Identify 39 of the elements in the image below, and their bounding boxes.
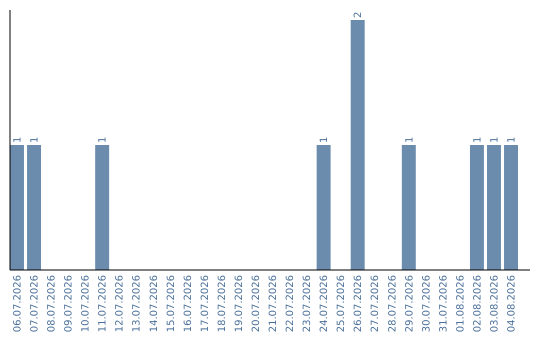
x-tick-label: 18.07.2026 xyxy=(216,275,228,332)
x-tick-label: 20.07.2026 xyxy=(250,275,262,332)
x-tick-label: 06.07.2026 xyxy=(12,275,24,332)
x-tick-label: 16.07.2026 xyxy=(182,275,194,332)
x-tick-label: 22.07.2026 xyxy=(285,275,296,332)
x-tick-label: 26.07.2026 xyxy=(353,275,364,332)
data-label: 1 xyxy=(319,136,330,143)
data-label: 1 xyxy=(472,136,484,143)
x-tick-label: 19.07.2026 xyxy=(234,275,245,332)
x-tick-label: 08.07.2026 xyxy=(46,275,58,332)
x-tick-label: 17.07.2026 xyxy=(200,275,211,332)
x-tick-label: 01.08.2026 xyxy=(455,275,466,332)
x-tick-label: 02.08.2026 xyxy=(472,275,484,332)
x-tick-label: 09.07.2026 xyxy=(64,275,75,332)
x-tick-label: 04.08.2026 xyxy=(506,275,518,332)
x-tick-label: 28.07.2026 xyxy=(387,275,398,332)
data-label: 1 xyxy=(12,136,24,143)
data-label: 1 xyxy=(30,136,41,143)
data-label: 1 xyxy=(98,136,109,143)
x-tick-label: 25.07.2026 xyxy=(336,275,348,332)
x-tick-label: 31.07.2026 xyxy=(438,275,450,332)
x-tick-label: 07.07.2026 xyxy=(30,275,41,332)
data-label: 1 xyxy=(506,136,518,143)
x-tick-label: 12.07.2026 xyxy=(114,275,126,332)
x-tick-label: 10.07.2026 xyxy=(80,275,92,332)
x-tick-label: 30.07.2026 xyxy=(421,275,432,332)
x-tick-label: 23.07.2026 xyxy=(302,275,314,332)
x-tick-label: 13.07.2026 xyxy=(132,275,143,332)
data-label: 1 xyxy=(489,136,500,143)
x-tick-label: 24.07.2026 xyxy=(319,275,330,332)
x-tick-label: 21.07.2026 xyxy=(268,275,280,332)
data-label: 1 xyxy=(404,136,416,143)
data-label: 2 xyxy=(353,12,364,18)
x-tick-label: 03.08.2026 xyxy=(489,275,500,332)
x-tick-label: 29.07.2026 xyxy=(404,275,416,332)
x-tick-label: 15.07.2026 xyxy=(166,275,177,332)
x-tick-label: 14.07.2026 xyxy=(148,275,160,332)
x-tick-label: 11.07.2026 xyxy=(98,275,109,332)
x-tick-label: 27.07.2026 xyxy=(370,275,382,332)
